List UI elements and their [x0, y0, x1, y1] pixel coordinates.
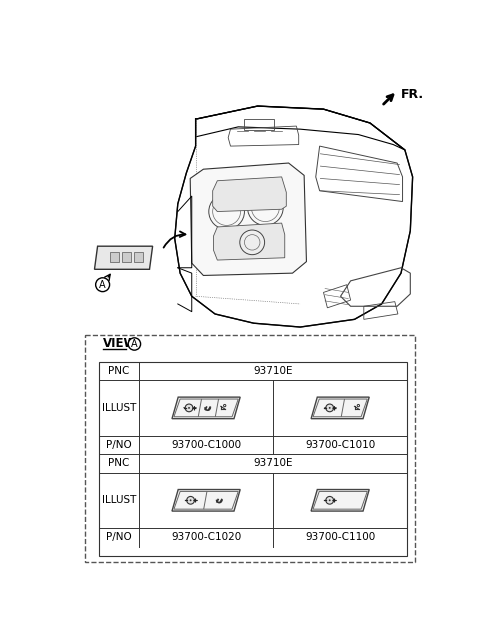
Bar: [244, 119, 274, 130]
Bar: [133, 252, 143, 262]
Circle shape: [329, 407, 331, 409]
Text: ILLUST: ILLUST: [102, 495, 136, 506]
Text: A: A: [99, 280, 106, 290]
Polygon shape: [172, 397, 240, 419]
Text: 93700-C1010: 93700-C1010: [305, 440, 375, 450]
Circle shape: [326, 404, 334, 412]
Circle shape: [240, 230, 264, 255]
Circle shape: [188, 407, 190, 409]
Polygon shape: [95, 246, 153, 269]
Polygon shape: [174, 492, 238, 509]
Text: +: +: [191, 405, 196, 410]
Polygon shape: [214, 223, 285, 260]
Bar: [85, 335, 415, 562]
Text: +: +: [192, 498, 198, 503]
Text: -: -: [324, 498, 326, 503]
Circle shape: [187, 497, 194, 504]
Text: -: -: [183, 405, 186, 410]
Polygon shape: [311, 397, 369, 419]
Text: 93710E: 93710E: [253, 366, 293, 376]
Text: 93700-C1020: 93700-C1020: [171, 532, 241, 542]
Polygon shape: [313, 399, 367, 417]
Polygon shape: [190, 163, 306, 275]
Text: ILLUST: ILLUST: [102, 403, 136, 413]
Text: 93700-C1100: 93700-C1100: [305, 532, 375, 542]
Polygon shape: [175, 106, 413, 327]
Polygon shape: [172, 490, 240, 511]
Circle shape: [185, 404, 193, 412]
Polygon shape: [213, 177, 286, 212]
Text: P/NO: P/NO: [106, 532, 132, 542]
Text: 93700-C1000: 93700-C1000: [171, 440, 241, 450]
Circle shape: [190, 499, 192, 501]
Circle shape: [128, 338, 141, 350]
Circle shape: [329, 499, 331, 501]
Text: -: -: [324, 405, 326, 410]
Polygon shape: [311, 490, 369, 511]
Text: VIEW: VIEW: [103, 337, 137, 351]
Bar: [99, 362, 407, 556]
Polygon shape: [174, 399, 238, 417]
Text: FR.: FR.: [401, 88, 424, 100]
Circle shape: [96, 278, 109, 292]
Text: PNC: PNC: [108, 458, 130, 468]
Text: 93710E: 93710E: [253, 458, 293, 468]
Text: +: +: [332, 498, 337, 503]
Bar: [109, 252, 119, 262]
Text: A: A: [131, 339, 138, 349]
Bar: [122, 252, 132, 262]
Text: PNC: PNC: [108, 366, 130, 376]
Text: P/NO: P/NO: [106, 440, 132, 450]
Text: -: -: [185, 498, 187, 503]
Polygon shape: [313, 492, 367, 509]
Text: +: +: [332, 405, 337, 410]
Circle shape: [326, 497, 334, 504]
